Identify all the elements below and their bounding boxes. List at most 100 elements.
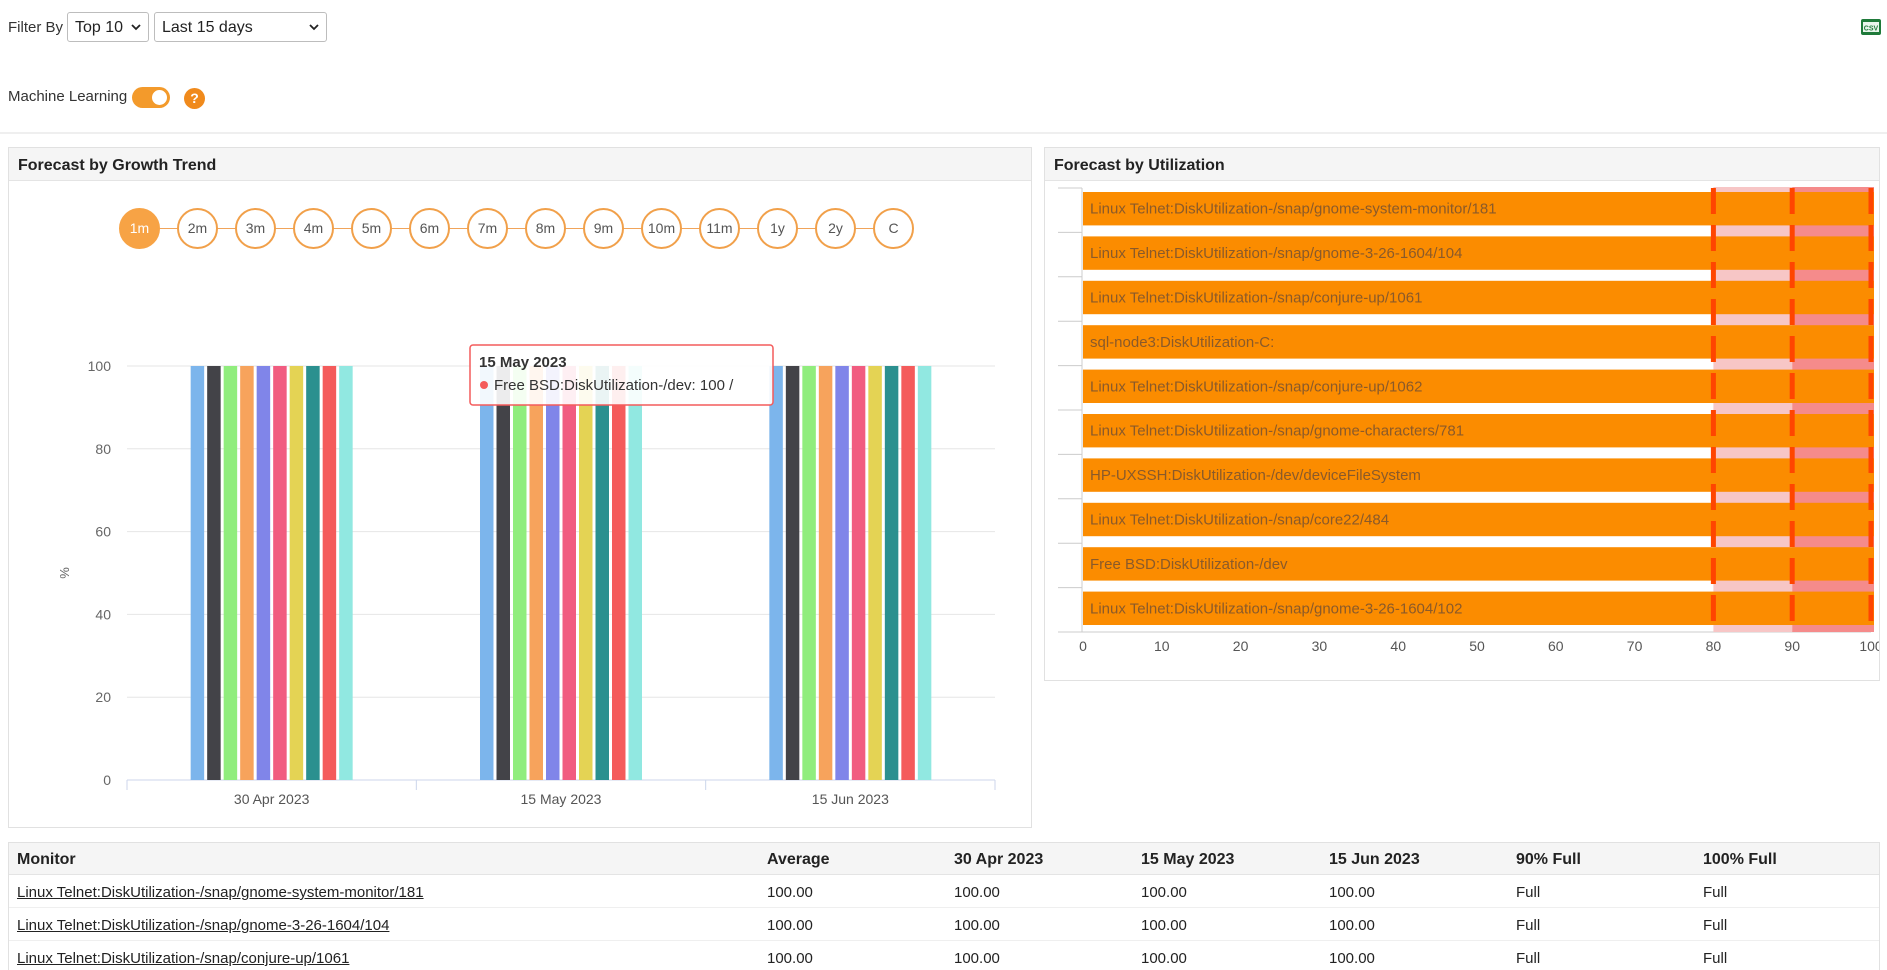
chevron-down-icon bbox=[309, 24, 319, 31]
y-tick-label: 40 bbox=[95, 606, 111, 622]
machine-learning-row: Machine Learning ? bbox=[0, 84, 400, 114]
period-pill-9m[interactable]: 9m bbox=[583, 208, 624, 249]
x-tick-label: 30 Apr 2023 bbox=[234, 791, 310, 807]
utilization-bar[interactable] bbox=[1083, 192, 1874, 226]
y-tick-label: 0 bbox=[103, 772, 111, 788]
header-monitor[interactable]: Monitor bbox=[17, 851, 76, 868]
growth-bar[interactable] bbox=[546, 366, 560, 780]
machine-learning-label: Machine Learning bbox=[8, 88, 128, 105]
growth-bar[interactable] bbox=[273, 366, 287, 780]
help-icon[interactable]: ? bbox=[184, 88, 205, 109]
growth-bar[interactable] bbox=[917, 366, 932, 780]
growth-bar[interactable] bbox=[190, 366, 205, 780]
growth-bar[interactable] bbox=[496, 366, 511, 780]
forecast-growth-panel: Forecast by Growth Trend 1m 2m 3m 4m 5m 6m 7m 8… bbox=[8, 147, 1032, 828]
period-pill-7m[interactable]: 7m bbox=[467, 208, 508, 249]
header-90-full[interactable]: 90% Full bbox=[1516, 851, 1581, 868]
growth-bar[interactable] bbox=[785, 366, 800, 780]
cell-100-full: Full bbox=[1703, 884, 1728, 901]
growth-bar[interactable] bbox=[529, 366, 544, 780]
growth-bar[interactable] bbox=[339, 366, 353, 780]
cell-date-2: 100.00 bbox=[1141, 917, 1187, 934]
bar-label: Free BSD:DiskUtilization-/dev bbox=[1090, 556, 1288, 573]
bar-label: HP-UXSSH:DiskUtilization-/dev/deviceFile… bbox=[1090, 467, 1421, 484]
period-pill-8m[interactable]: 8m bbox=[525, 208, 566, 249]
utilization-bar[interactable] bbox=[1083, 591, 1874, 625]
utilization-bar[interactable] bbox=[1083, 369, 1874, 403]
growth-bar[interactable] bbox=[256, 366, 271, 780]
table-row: Linux Telnet:DiskUtilization-/snap/conju… bbox=[9, 941, 1879, 970]
table-row: Linux Telnet:DiskUtilization-/snap/gnome… bbox=[9, 908, 1879, 941]
x-tick-label: 60 bbox=[1548, 638, 1564, 654]
utilization-bar[interactable] bbox=[1083, 458, 1874, 492]
y-tick-label: 80 bbox=[95, 441, 111, 457]
y-tick-label: 20 bbox=[95, 689, 111, 705]
monitor-link[interactable]: Linux Telnet:DiskUtilization-/snap/gnome… bbox=[17, 917, 390, 934]
growth-bar[interactable] bbox=[306, 366, 320, 780]
growth-bar[interactable] bbox=[289, 366, 304, 780]
machine-learning-toggle[interactable] bbox=[132, 87, 170, 108]
monitor-link[interactable]: Linux Telnet:DiskUtilization-/snap/conju… bbox=[17, 950, 350, 967]
bar-label: Linux Telnet:DiskUtilization-/snap/core2… bbox=[1090, 512, 1389, 529]
utilization-bar[interactable] bbox=[1083, 547, 1874, 581]
growth-bar[interactable] bbox=[562, 366, 577, 780]
growth-bar[interactable] bbox=[322, 366, 337, 780]
period-pill-2m[interactable]: 2m bbox=[177, 208, 218, 249]
growth-bar[interactable] bbox=[628, 366, 643, 780]
x-tick-label: 15 May 2023 bbox=[521, 791, 602, 807]
growth-bar[interactable] bbox=[884, 366, 899, 780]
csv-export-icon[interactable]: CSV bbox=[1860, 18, 1882, 36]
top-n-value: Top 10 bbox=[75, 19, 124, 36]
utilization-bar[interactable] bbox=[1083, 236, 1874, 270]
period-pill-2y[interactable]: 2y bbox=[815, 208, 856, 249]
forecast-utilization-panel: Forecast by Utilization Linux Telnet:Dis… bbox=[1044, 147, 1880, 681]
growth-bar[interactable] bbox=[769, 366, 783, 780]
utilization-bar[interactable] bbox=[1083, 280, 1874, 315]
x-tick-label: 40 bbox=[1390, 638, 1406, 654]
period-pill-4m[interactable]: 4m bbox=[293, 208, 334, 249]
cell-average: 100.00 bbox=[767, 884, 813, 901]
header-date-3[interactable]: 15 Jun 2023 bbox=[1329, 851, 1420, 868]
tooltip-box bbox=[469, 344, 774, 406]
header-date-1[interactable]: 30 Apr 2023 bbox=[954, 851, 1044, 868]
growth-bar[interactable] bbox=[223, 366, 238, 780]
growth-bar[interactable] bbox=[835, 366, 849, 780]
period-pill-5m[interactable]: 5m bbox=[351, 208, 392, 249]
utilization-bar[interactable] bbox=[1083, 502, 1874, 537]
growth-bar[interactable] bbox=[240, 366, 254, 780]
top-n-select[interactable]: Top 10 bbox=[67, 12, 149, 42]
utilization-bar[interactable] bbox=[1083, 414, 1874, 448]
growth-bar[interactable] bbox=[579, 366, 593, 780]
growth-bar[interactable] bbox=[480, 366, 494, 780]
cell-100-full: Full bbox=[1703, 950, 1728, 967]
growth-bar[interactable] bbox=[901, 366, 915, 780]
utilization-bar[interactable] bbox=[1083, 325, 1874, 359]
x-tick-label: 100 bbox=[1859, 638, 1879, 654]
utilization-chart: Linux Telnet:DiskUtilization-/snap/gnome… bbox=[1058, 187, 1879, 654]
period-pill-6m[interactable]: 6m bbox=[409, 208, 450, 249]
period-pill-11m[interactable]: 11m bbox=[699, 208, 740, 249]
header-average[interactable]: Average bbox=[767, 851, 830, 868]
growth-bar[interactable] bbox=[818, 366, 833, 780]
table-header: Monitor Average 30 Apr 2023 15 May 2023 … bbox=[9, 843, 1879, 875]
period-pill-c[interactable]: C bbox=[873, 208, 914, 249]
period-pill-1y[interactable]: 1y bbox=[757, 208, 798, 249]
bar-label: Linux Telnet:DiskUtilization-/snap/conju… bbox=[1090, 378, 1422, 395]
bar-label: sql-node3:DiskUtilization-C: bbox=[1090, 334, 1274, 351]
period-pill-1m[interactable]: 1m bbox=[119, 208, 160, 249]
cell-100-full: Full bbox=[1703, 917, 1728, 934]
growth-bar[interactable] bbox=[851, 366, 866, 780]
period-select[interactable]: Last 15 days bbox=[154, 12, 327, 42]
header-date-2[interactable]: 15 May 2023 bbox=[1141, 851, 1235, 868]
growth-bar[interactable] bbox=[802, 366, 816, 780]
period-pill-10m[interactable]: 10m bbox=[641, 208, 682, 249]
growth-bar[interactable] bbox=[595, 366, 610, 780]
x-tick-label: 20 bbox=[1233, 638, 1249, 654]
growth-bar[interactable] bbox=[612, 366, 626, 780]
header-100-full[interactable]: 100% Full bbox=[1703, 851, 1777, 868]
growth-bar[interactable] bbox=[207, 366, 221, 780]
monitor-link[interactable]: Linux Telnet:DiskUtilization-/snap/gnome… bbox=[17, 884, 424, 901]
growth-bar[interactable] bbox=[513, 366, 527, 780]
period-pill-3m[interactable]: 3m bbox=[235, 208, 276, 249]
growth-bar[interactable] bbox=[868, 366, 882, 780]
